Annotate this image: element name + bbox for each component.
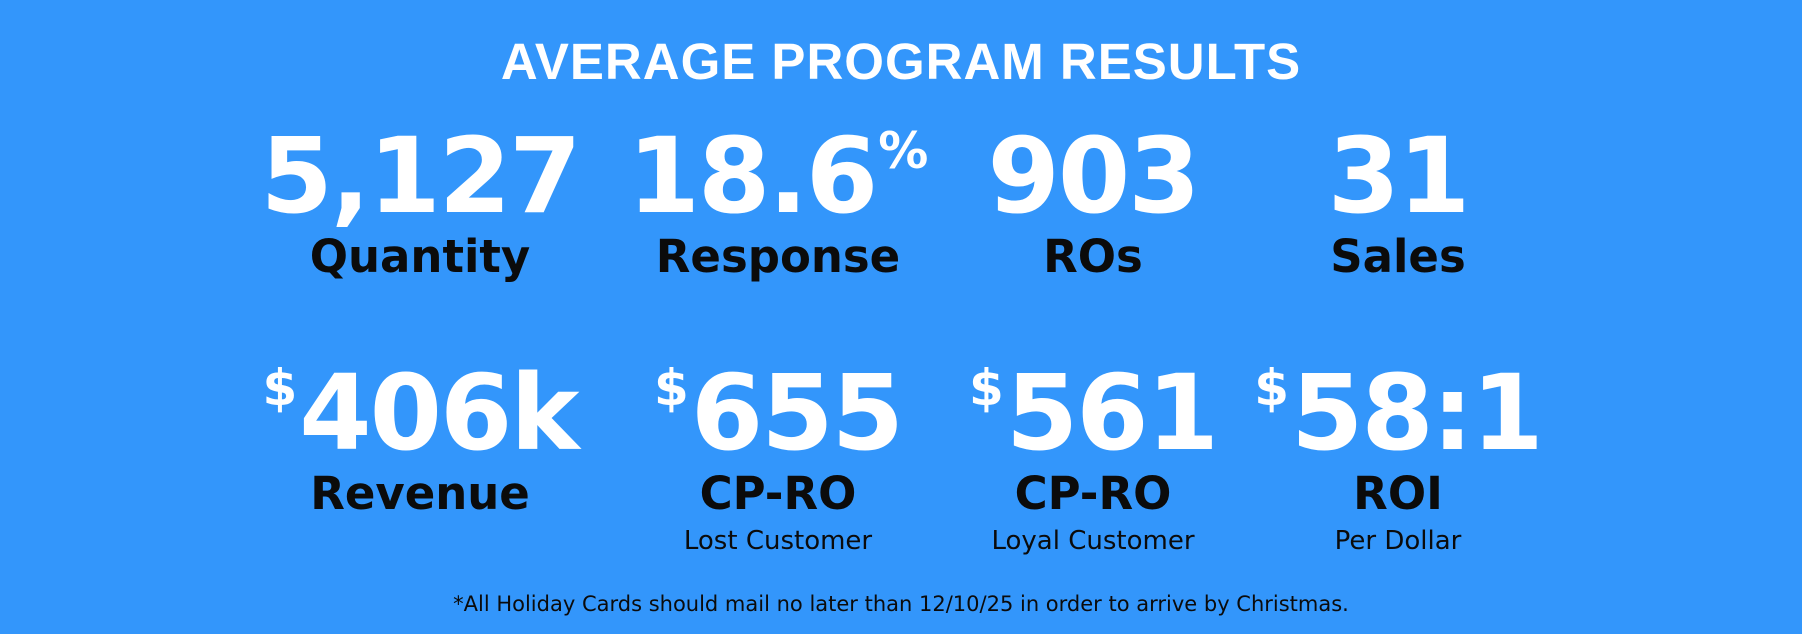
stat-number: 406k [299, 352, 579, 474]
stat-quantity: 5,127 Quantity [250, 124, 590, 279]
stat-number: 655 [690, 352, 904, 474]
stat-label: CP-RO [699, 467, 857, 520]
stat-number: 561 [1005, 352, 1219, 474]
stat-value: $561 [923, 361, 1263, 465]
stat-number: 58:1 [1291, 352, 1544, 474]
dollar-sign: $ [262, 359, 298, 417]
dollar-sign: $ [969, 359, 1004, 417]
stat-sublabel: Per Dollar [1334, 526, 1462, 556]
stat-cp-ro-lost: $655 CP-RO Lost Customer [608, 361, 948, 554]
dollar-sign: $ [654, 359, 689, 417]
stat-revenue: $406k Revenue [250, 361, 590, 516]
stat-ros: 903 ROs [923, 124, 1263, 279]
stat-label: CP-RO [1014, 467, 1172, 520]
stat-value: 903 [923, 124, 1263, 228]
footnote: *All Holiday Cards should mail no later … [453, 592, 1349, 616]
stat-response: 18.6% Response [608, 124, 948, 279]
stat-roi: $58:1 ROI Per Dollar [1228, 361, 1568, 554]
stat-value: $406k [250, 361, 590, 465]
stat-label: ROs [1043, 230, 1143, 283]
stat-number: 31 [1327, 115, 1471, 237]
stat-value: 31 [1228, 124, 1568, 228]
stat-cp-ro-loyal: $561 CP-RO Loyal Customer [923, 361, 1263, 554]
stat-number: 903 [987, 115, 1200, 237]
dollar-sign: $ [1254, 359, 1290, 417]
stat-sublabel: Loyal Customer [991, 526, 1195, 556]
stat-label: Revenue [310, 467, 530, 520]
percent-sign: % [878, 122, 929, 180]
stat-number: 18.6 [627, 115, 879, 237]
stat-value: 18.6% [608, 124, 948, 228]
stat-label: Quantity [309, 230, 531, 283]
stat-label: ROI [1353, 467, 1443, 520]
stat-value: $655 [608, 361, 948, 465]
banner-title: AVERAGE PROGRAM RESULTS [500, 33, 1302, 90]
stat-label: Sales [1330, 230, 1466, 283]
stat-value: $58:1 [1228, 361, 1568, 465]
stat-sales: 31 Sales [1228, 124, 1568, 279]
stat-sublabel: Lost Customer [683, 526, 873, 556]
stat-label: Response [655, 230, 901, 283]
stat-number: 5,127 [260, 115, 582, 237]
stat-value: 5,127 [250, 124, 590, 228]
